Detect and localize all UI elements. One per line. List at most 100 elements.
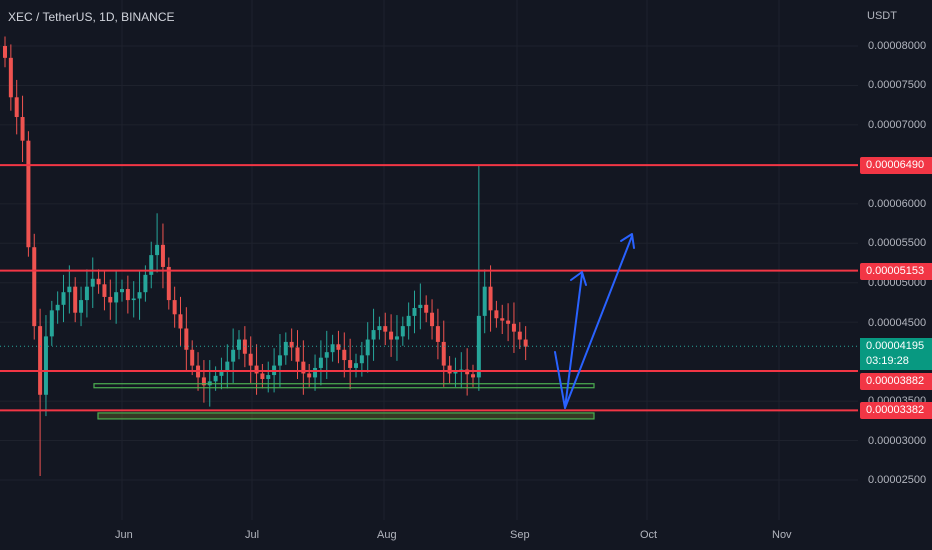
bar-countdown: 03:19:28 [866, 355, 909, 367]
arrow-head [620, 233, 635, 249]
candle-body [231, 349, 236, 362]
candle-body [8, 57, 13, 98]
candle-body [412, 307, 417, 316]
candle-body [178, 314, 183, 329]
candle-body [435, 326, 440, 342]
horizontal-levels [0, 164, 858, 412]
candle-body [131, 298, 136, 301]
x-tick-label: Nov [772, 529, 792, 541]
candle-body [400, 326, 405, 337]
candle-body [172, 300, 177, 315]
chart-title: XEC / TetherUS, 1D, BINANCE [8, 10, 175, 24]
price-tag-level-4: 0.00003382 [860, 402, 932, 419]
support-zone-lower [97, 412, 595, 420]
candle-body [283, 341, 288, 356]
y-tick-label: 0.00008000 [868, 40, 927, 52]
candle-body [354, 363, 358, 368]
candle-body [324, 352, 329, 358]
candle-body [155, 244, 160, 256]
candle-body [365, 339, 370, 356]
candle-body [32, 247, 37, 327]
candle-body [166, 266, 171, 301]
candle-body [160, 244, 165, 267]
candle-body [494, 310, 499, 319]
arrow-head [570, 271, 587, 286]
candle-body [342, 349, 347, 361]
candle-body [190, 349, 195, 366]
candle-body [482, 286, 487, 316]
price-tag-level-3: 0.00003882 [860, 373, 932, 390]
candle-body [377, 326, 382, 331]
candle-body [348, 360, 353, 368]
y-tick-label: 0.00005000 [868, 277, 927, 289]
projection-arrows [554, 233, 635, 409]
candle-body [517, 331, 522, 340]
candle-body [79, 300, 84, 313]
y-tick-label: 0.00002500 [868, 474, 927, 486]
y-tick-label: 0.00007000 [868, 119, 927, 131]
price-tag-level-1: 0.00006490 [860, 157, 932, 174]
x-tick-label: Jun [115, 529, 133, 541]
candle-body [38, 326, 43, 395]
candle-body [114, 292, 119, 303]
candle-body [394, 336, 399, 340]
candle-body [277, 355, 282, 366]
y-tick-label: 0.00006000 [868, 198, 927, 210]
candle-body [441, 341, 446, 366]
x-tick-label: Sep [510, 529, 530, 541]
y-tick-label: 0.00003000 [868, 435, 927, 447]
candle-body [137, 292, 142, 299]
candle-body [301, 361, 306, 374]
candle-body [506, 320, 511, 324]
candle-body [359, 355, 364, 364]
candle-body [453, 371, 458, 374]
candle-body [336, 344, 341, 350]
candle-body [383, 326, 388, 332]
candle-body [260, 373, 265, 379]
candle-body [424, 304, 429, 313]
candle-body [313, 367, 318, 378]
candle-body [488, 286, 493, 311]
candle-body [447, 365, 452, 374]
candle-body [55, 304, 60, 311]
candle-body [500, 318, 505, 321]
candle-body [20, 117, 25, 141]
x-tick-label: Jul [245, 529, 260, 541]
candle-body [90, 278, 95, 287]
candle-body [254, 365, 259, 374]
candle-body [266, 375, 271, 379]
candle-body [511, 323, 516, 332]
candle-body [371, 330, 376, 340]
current-price-tag: 0.00004195 03:19:28 [860, 338, 932, 370]
candle-body [389, 331, 394, 340]
candle-body [67, 286, 72, 293]
candle-body [523, 339, 528, 347]
chart-grid [0, 0, 858, 520]
candle-body [73, 286, 78, 313]
candle-body [213, 375, 218, 382]
candle-body [102, 284, 107, 297]
candle-body [330, 344, 335, 353]
candle-body [3, 46, 7, 58]
x-tick-label: Oct [640, 529, 658, 541]
candle-body [318, 357, 323, 368]
candle-body [120, 289, 124, 293]
candle-body [295, 347, 300, 362]
candle-body [14, 97, 19, 118]
candle-body [289, 341, 294, 348]
y-tick-label: 0.00004500 [868, 317, 927, 329]
candle-body [430, 312, 435, 327]
candle-body [108, 296, 113, 303]
price-unit: USDT [867, 10, 897, 22]
candle-body [248, 353, 253, 366]
candle-body [307, 373, 312, 378]
candle-body [43, 336, 48, 395]
candle-body [225, 361, 230, 372]
candle-body [143, 274, 148, 293]
candle-body [471, 374, 475, 378]
candle-body [125, 289, 130, 301]
y-tick-label: 0.00007500 [868, 79, 927, 91]
candle-body [201, 377, 206, 386]
candle-body [184, 328, 189, 350]
